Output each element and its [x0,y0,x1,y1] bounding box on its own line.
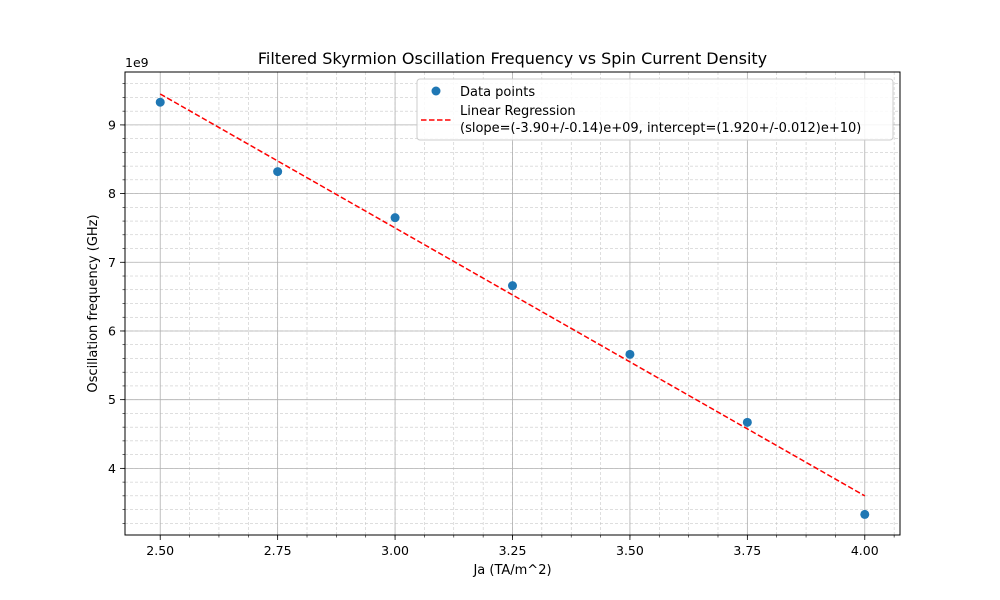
data-point [860,509,870,519]
x-tick-label: 2.75 [264,543,292,558]
data-point [742,417,752,427]
data-point [390,213,400,223]
legend-regression-line-text: (slope=(-3.90+/-0.14)e+09, intercept=(1.… [460,121,861,136]
y-tick-label: 9 [108,117,116,132]
data-point [625,349,635,359]
y-axis-label: Oscillation frequency (GHz) [86,214,101,392]
x-tick-label: 3.50 [616,543,644,558]
y-tick-label: 6 [108,323,116,338]
chart-title: Filtered Skyrmion Oscillation Frequency … [258,49,767,68]
data-point [508,281,517,291]
legend-marker-data-points [431,86,441,96]
x-tick-label: 2.50 [146,543,174,558]
y-tick-label: 8 [108,186,116,201]
legend: Data points Linear Regression (slope=(-3.… [416,78,894,141]
data-point [155,97,165,107]
legend-label-data-points: Data points [460,85,535,100]
y-tick-label: 7 [108,255,116,270]
legend-regression-line-text: Linear Regression [460,104,576,119]
y-offset-label: 1e9 [125,55,149,70]
x-tick-label: 4.00 [851,543,879,558]
legend-box [416,78,894,141]
regression-line-group [159,93,866,497]
x-tick-label: 3.75 [733,543,761,558]
x-axis-label: Ja (TA/m^2) [472,563,551,578]
x-axis-ticks: 2.50 2.75 3.00 3.25 3.50 3.75 4.00 [146,535,895,558]
y-tick-label: 4 [108,461,116,476]
x-tick-label: 3.00 [381,543,409,558]
regression-line [159,93,866,497]
x-tick-label: 3.25 [499,543,527,558]
data-points-group [155,97,870,519]
data-point [273,167,283,177]
y-axis-ticks: 4 5 6 7 8 9 [108,83,125,524]
legend-label-regression: Linear Regression (slope=(-3.90+/-0.14)e+… [460,104,861,136]
y-tick-label: 5 [108,392,116,407]
